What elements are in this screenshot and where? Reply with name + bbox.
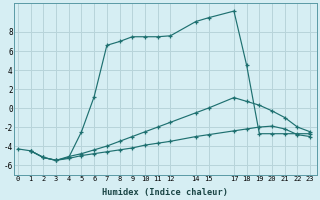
X-axis label: Humidex (Indice chaleur): Humidex (Indice chaleur) <box>102 188 228 197</box>
